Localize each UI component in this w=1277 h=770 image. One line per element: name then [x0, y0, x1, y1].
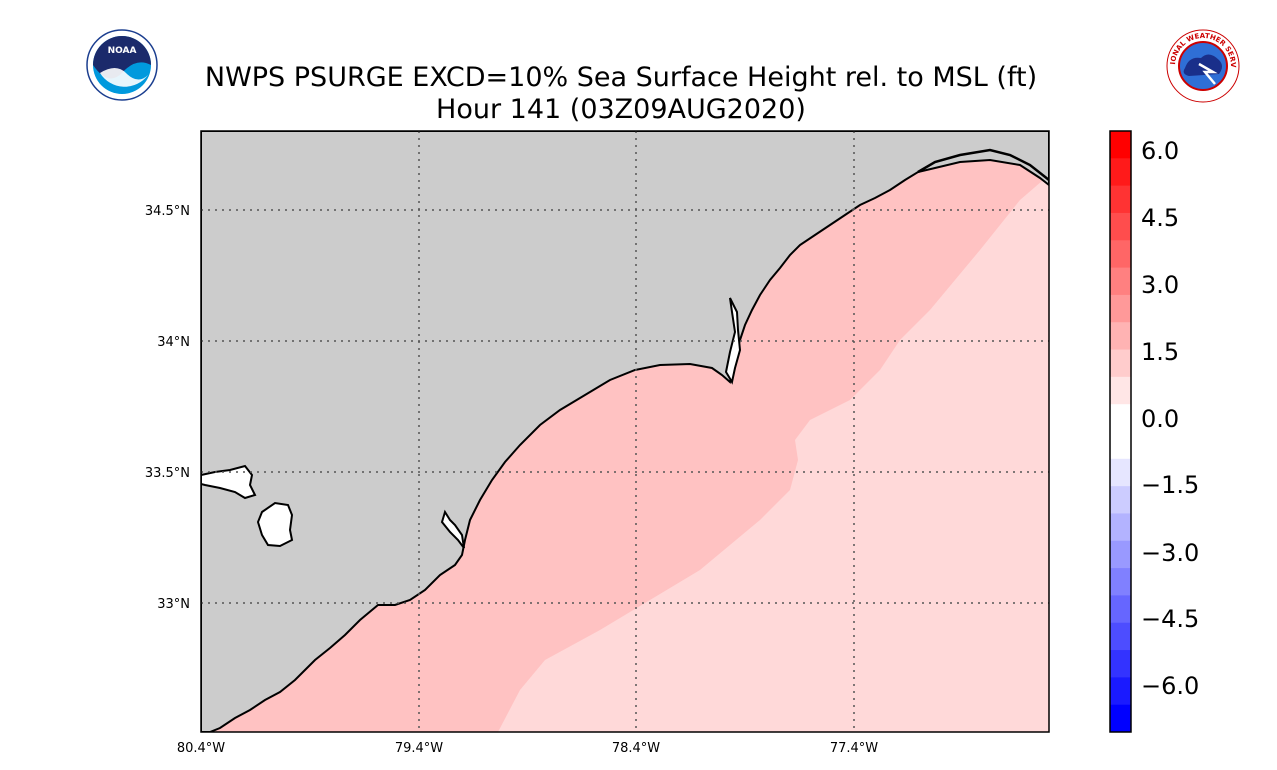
lon-tick: 78.4°W: [612, 741, 660, 756]
cape-fear-river: [724, 297, 742, 385]
lon-tick: 79.4°W: [395, 741, 443, 756]
colorbar-segment: [1110, 185, 1131, 214]
colorbar-segment: [1110, 704, 1131, 733]
land-area: [201, 131, 1049, 732]
noaa-logo-icon: NOAA: [86, 29, 158, 101]
map-title: NWPS PSURGE EXCD=10% Sea Surface Height …: [204, 62, 1038, 93]
lon-tick: 80.4°W: [177, 741, 225, 756]
colorbar-segment: [1110, 212, 1131, 241]
colorbar-segment: [1110, 267, 1131, 296]
colorbar-segment: [1110, 376, 1131, 405]
colorbar-label: −1.5: [1141, 471, 1200, 499]
lake-moultrie: [256, 501, 294, 548]
colorbar-label: −6.0: [1141, 672, 1200, 700]
colorbar-segment: [1110, 404, 1131, 432]
lat-tick: 34.5°N: [145, 204, 190, 219]
lon-tick: 77.4°W: [830, 741, 878, 756]
map-subtitle: Hour 141 (03Z09AUG2020): [436, 94, 806, 125]
colorbar-segment: [1110, 650, 1131, 678]
colorbar-frame: [1109, 130, 1132, 733]
colorbar-segment: [1110, 294, 1131, 323]
colorbar-segment: [1110, 486, 1131, 514]
colorbar-label: 4.5: [1141, 204, 1180, 232]
colorbar-segment: [1110, 622, 1131, 651]
colorbar-segment: [1110, 595, 1131, 624]
colorbar-segment: [1110, 568, 1131, 596]
lat-tick: 33°N: [157, 597, 190, 612]
colorbar-segment: [1110, 431, 1131, 460]
colorbar-label: 1.5: [1141, 338, 1180, 366]
lake-marion: [201, 464, 257, 500]
svg-text:NOAA: NOAA: [108, 46, 137, 56]
colorbar-segment: [1110, 131, 1131, 159]
offshore-lower-surge-area: [498, 175, 1049, 732]
graticule: [201, 131, 1049, 732]
colorbar-segment: [1110, 677, 1131, 706]
colorbar-segment: [1110, 513, 1131, 542]
lat-tick: 34°N: [157, 335, 190, 350]
colorbar-label: 0.0: [1141, 405, 1180, 433]
map-frame: [200, 130, 1050, 733]
colorbar-segment: [1110, 158, 1131, 187]
colorbar-label: −3.0: [1141, 539, 1200, 567]
colorbar-segment: [1110, 240, 1131, 269]
colorbar-segment: [1110, 322, 1131, 351]
colorbar-segment: [1110, 540, 1131, 569]
colorbar-label: −4.5: [1141, 605, 1200, 633]
lat-tick: 33.5°N: [145, 466, 190, 481]
colorbar-segment: [1110, 349, 1131, 378]
winyah-bay: [440, 509, 465, 549]
colorbar-label: 3.0: [1141, 271, 1180, 299]
barrier-island: [917, 148, 1049, 181]
colorbar: [1110, 131, 1131, 733]
colorbar-segment: [1110, 458, 1131, 487]
colorbar-label: 6.0: [1141, 137, 1180, 165]
nws-logo-icon: NATIONAL WEATHER SERVICE: [1165, 28, 1240, 103]
